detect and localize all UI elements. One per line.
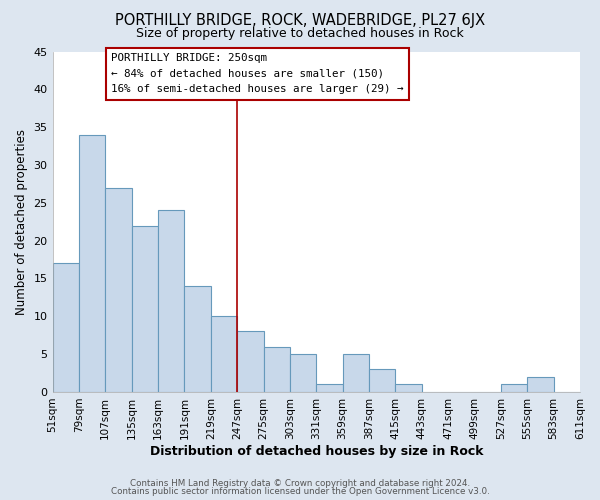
Bar <box>79 134 105 392</box>
Bar <box>501 384 527 392</box>
Bar <box>131 226 158 392</box>
Bar <box>343 354 369 392</box>
Bar <box>184 286 211 392</box>
Bar <box>211 316 237 392</box>
Bar <box>237 332 263 392</box>
Bar <box>395 384 422 392</box>
Text: PORTHILLY BRIDGE: 250sqm
← 84% of detached houses are smaller (150)
16% of semi-: PORTHILLY BRIDGE: 250sqm ← 84% of detach… <box>111 53 403 94</box>
Bar <box>369 370 395 392</box>
Text: Size of property relative to detached houses in Rock: Size of property relative to detached ho… <box>136 28 464 40</box>
Bar <box>527 377 554 392</box>
Text: Contains public sector information licensed under the Open Government Licence v3: Contains public sector information licen… <box>110 487 490 496</box>
Text: PORTHILLY BRIDGE, ROCK, WADEBRIDGE, PL27 6JX: PORTHILLY BRIDGE, ROCK, WADEBRIDGE, PL27… <box>115 12 485 28</box>
Y-axis label: Number of detached properties: Number of detached properties <box>15 128 28 314</box>
Bar <box>316 384 343 392</box>
Text: Contains HM Land Registry data © Crown copyright and database right 2024.: Contains HM Land Registry data © Crown c… <box>130 478 470 488</box>
Bar <box>53 264 79 392</box>
Bar <box>263 346 290 392</box>
X-axis label: Distribution of detached houses by size in Rock: Distribution of detached houses by size … <box>149 444 483 458</box>
Bar <box>290 354 316 392</box>
Bar <box>158 210 184 392</box>
Bar <box>105 188 131 392</box>
